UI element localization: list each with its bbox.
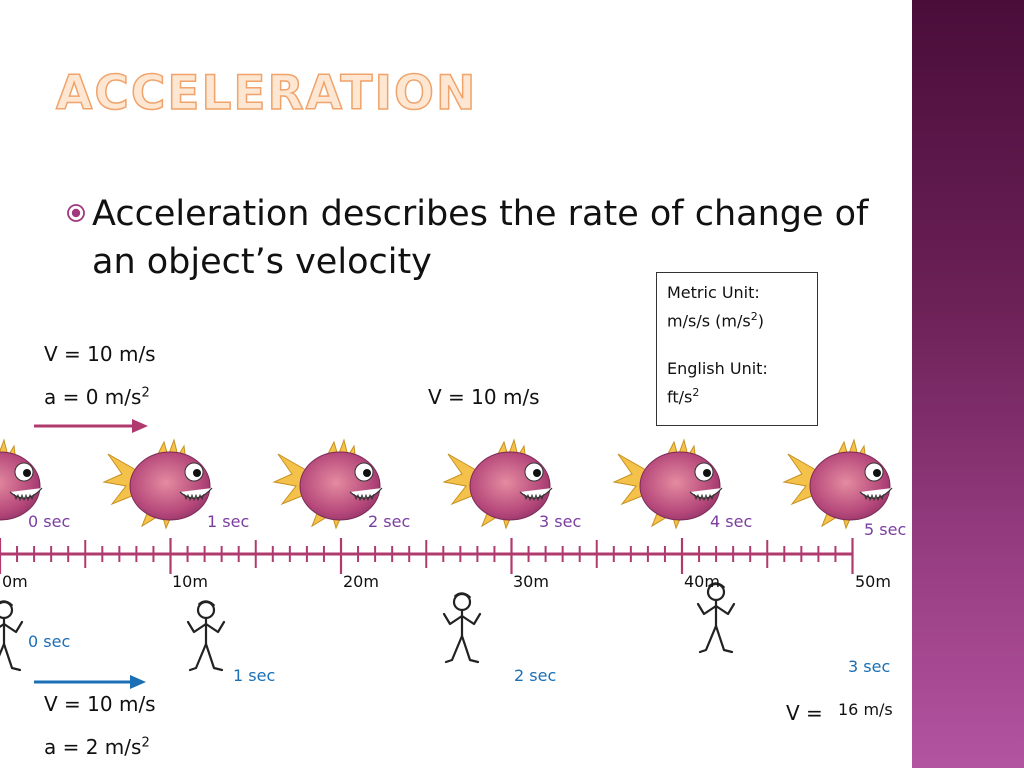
fish-acceleration-label: a = 0 m/s2 xyxy=(44,385,150,409)
fish-icon xyxy=(613,439,723,529)
fish-velocity-label: V = 10 m/s xyxy=(44,342,156,366)
slide-title: ACCELERATION xyxy=(55,65,478,122)
fish-time-label: 3 sec xyxy=(539,512,582,531)
person-time-label: 0 sec xyxy=(28,632,71,651)
person-velocity-label: V = 10 m/s xyxy=(44,692,156,716)
fish-velocity-mid-label: V = 10 m/s xyxy=(428,385,540,409)
stick-figure-icon xyxy=(442,592,482,664)
english-unit-value: ft/s2 xyxy=(667,386,700,407)
fish-time-label: 5 sec xyxy=(864,520,907,539)
fish-icon xyxy=(443,439,553,529)
distance-label: 40m xyxy=(684,572,720,591)
fish-velocity-arrow xyxy=(34,419,148,433)
distance-label: 10m xyxy=(172,572,208,591)
distance-label: 0m xyxy=(2,572,28,591)
distance-ruler xyxy=(0,538,854,574)
decorative-sidebar xyxy=(912,0,1024,768)
fish-icon xyxy=(273,439,383,529)
final-velocity-label: V = xyxy=(786,701,823,725)
fish-time-label: 1 sec xyxy=(207,512,250,531)
fish-time-label: 2 sec xyxy=(368,512,411,531)
stick-figure-icon xyxy=(0,600,24,672)
distance-label: 20m xyxy=(343,572,379,591)
person-acceleration-label: a = 2 m/s2 xyxy=(44,735,150,759)
metric-unit-value: m/s/s (m/s2) xyxy=(667,310,764,331)
circle-bullet-icon xyxy=(67,204,85,222)
fish-time-label: 0 sec xyxy=(28,512,71,531)
fish-icon xyxy=(103,439,213,529)
final-velocity-value: 16 m/s xyxy=(838,700,893,719)
stick-figure-icon xyxy=(696,582,736,654)
person-time-label: 3 sec xyxy=(848,657,891,676)
distance-label: 30m xyxy=(513,572,549,591)
units-box: Metric Unit: m/s/s (m/s2) English Unit: … xyxy=(656,272,818,426)
bullet-text: Acceleration describes the rate of chang… xyxy=(92,194,869,282)
distance-label: 50m xyxy=(855,572,891,591)
person-time-label: 2 sec xyxy=(514,666,557,685)
stick-figure-icon xyxy=(186,600,226,672)
fish-icon xyxy=(783,439,893,529)
english-unit-label: English Unit: xyxy=(667,359,768,379)
person-time-label: 1 sec xyxy=(233,666,276,685)
fish-time-label: 4 sec xyxy=(710,512,753,531)
metric-unit-label: Metric Unit: xyxy=(667,283,760,302)
person-velocity-arrow xyxy=(34,675,146,689)
